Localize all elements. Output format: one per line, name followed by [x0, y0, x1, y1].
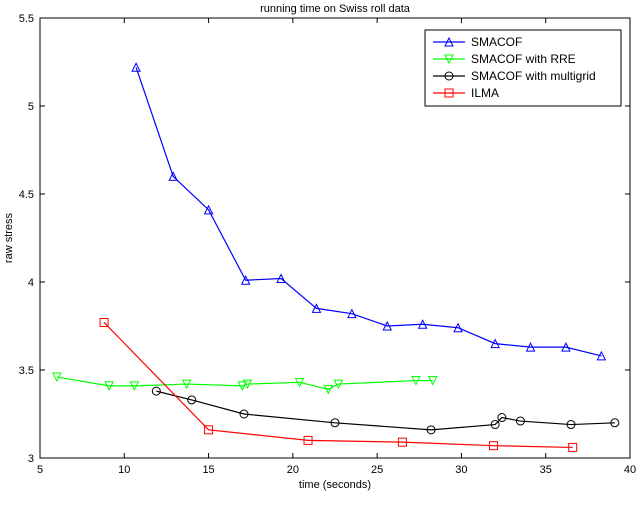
data-point [323, 384, 334, 395]
data-point [610, 418, 620, 428]
x-tick-label: 5 [37, 464, 43, 476]
x-tick-label: 10 [118, 464, 130, 476]
data-point [333, 379, 344, 390]
data-point [515, 416, 525, 426]
x-tick-label: 30 [455, 464, 467, 476]
series-smacof-with-multigrid [151, 386, 620, 435]
data-point [203, 204, 214, 215]
legend-entry: ILMA [433, 86, 499, 100]
data-point [311, 303, 322, 313]
x-tick-label: 35 [540, 464, 552, 476]
series-smacof-with-rre [52, 372, 438, 395]
y-axis-label: raw stress [3, 212, 15, 263]
x-axis-label: time (seconds) [299, 479, 371, 491]
legend-entry: SMACOF with RRE [433, 52, 576, 66]
series-line [103, 322, 573, 449]
legend-marker [444, 71, 454, 81]
data-point [204, 425, 214, 435]
legend-label: SMACOF [471, 35, 522, 49]
y-tick-label: 3.5 [19, 365, 34, 377]
data-point [240, 275, 251, 285]
data-point [426, 425, 436, 435]
legend: SMACOF SMACOF with RRE SMACOF with multigr… [424, 29, 622, 107]
axes: 5 10 15 20 25 30 35 40 3 3.5 4 4.5 5 5.5 [19, 13, 636, 476]
data-point [294, 377, 305, 388]
y-tick-label: 3 [28, 453, 34, 465]
data-point [276, 273, 286, 283]
data-point [303, 435, 313, 445]
data-point [99, 317, 109, 327]
series-line [135, 67, 602, 357]
legend-entry: SMACOF with multigrid [433, 69, 596, 83]
data-point [52, 372, 62, 383]
series-ilma [99, 317, 578, 452]
data-point [411, 376, 421, 386]
data-point [187, 395, 197, 405]
y-tick-label: 4.5 [19, 189, 34, 201]
data-point [427, 376, 438, 386]
data-point [596, 350, 607, 361]
data-point [488, 441, 498, 451]
data-point [129, 381, 140, 391]
legend-label: ILMA [471, 86, 499, 100]
chart-marks [52, 62, 620, 452]
legend-marker [444, 88, 454, 98]
data-point [382, 320, 393, 331]
data-point [490, 338, 500, 349]
y-tick-label: 4 [28, 277, 34, 289]
data-point [242, 379, 253, 390]
legend-marker [444, 36, 454, 47]
data-point [131, 62, 141, 72]
data-point [417, 319, 428, 329]
x-tick-label: 15 [202, 464, 214, 476]
legend-entry: SMACOF [433, 35, 522, 49]
data-point [151, 386, 161, 396]
series-smacof [131, 62, 607, 361]
data-point [397, 437, 407, 447]
data-point [561, 342, 571, 352]
data-point [497, 413, 507, 423]
data-point [239, 409, 249, 419]
data-point [168, 171, 178, 181]
data-point [104, 381, 114, 391]
data-point [347, 308, 357, 319]
data-point [181, 379, 192, 390]
x-tick-label: 25 [371, 464, 383, 476]
legend-label: SMACOF with multigrid [471, 69, 596, 83]
data-point [237, 381, 248, 391]
x-tick-label: 20 [287, 464, 299, 476]
data-point [525, 342, 536, 352]
x-tick-label: 40 [624, 464, 636, 476]
data-point [453, 322, 463, 333]
data-point [568, 442, 578, 452]
legend-marker [444, 54, 454, 65]
series-line [56, 376, 433, 390]
data-point [330, 418, 340, 428]
legend-label: SMACOF with RRE [471, 52, 576, 66]
y-tick-label: 5.5 [19, 13, 34, 25]
data-point [566, 420, 576, 430]
data-point [490, 420, 500, 430]
series-line [156, 390, 615, 431]
y-tick-label: 5 [28, 101, 34, 113]
chart-title: running time on Swiss roll data [260, 3, 411, 15]
